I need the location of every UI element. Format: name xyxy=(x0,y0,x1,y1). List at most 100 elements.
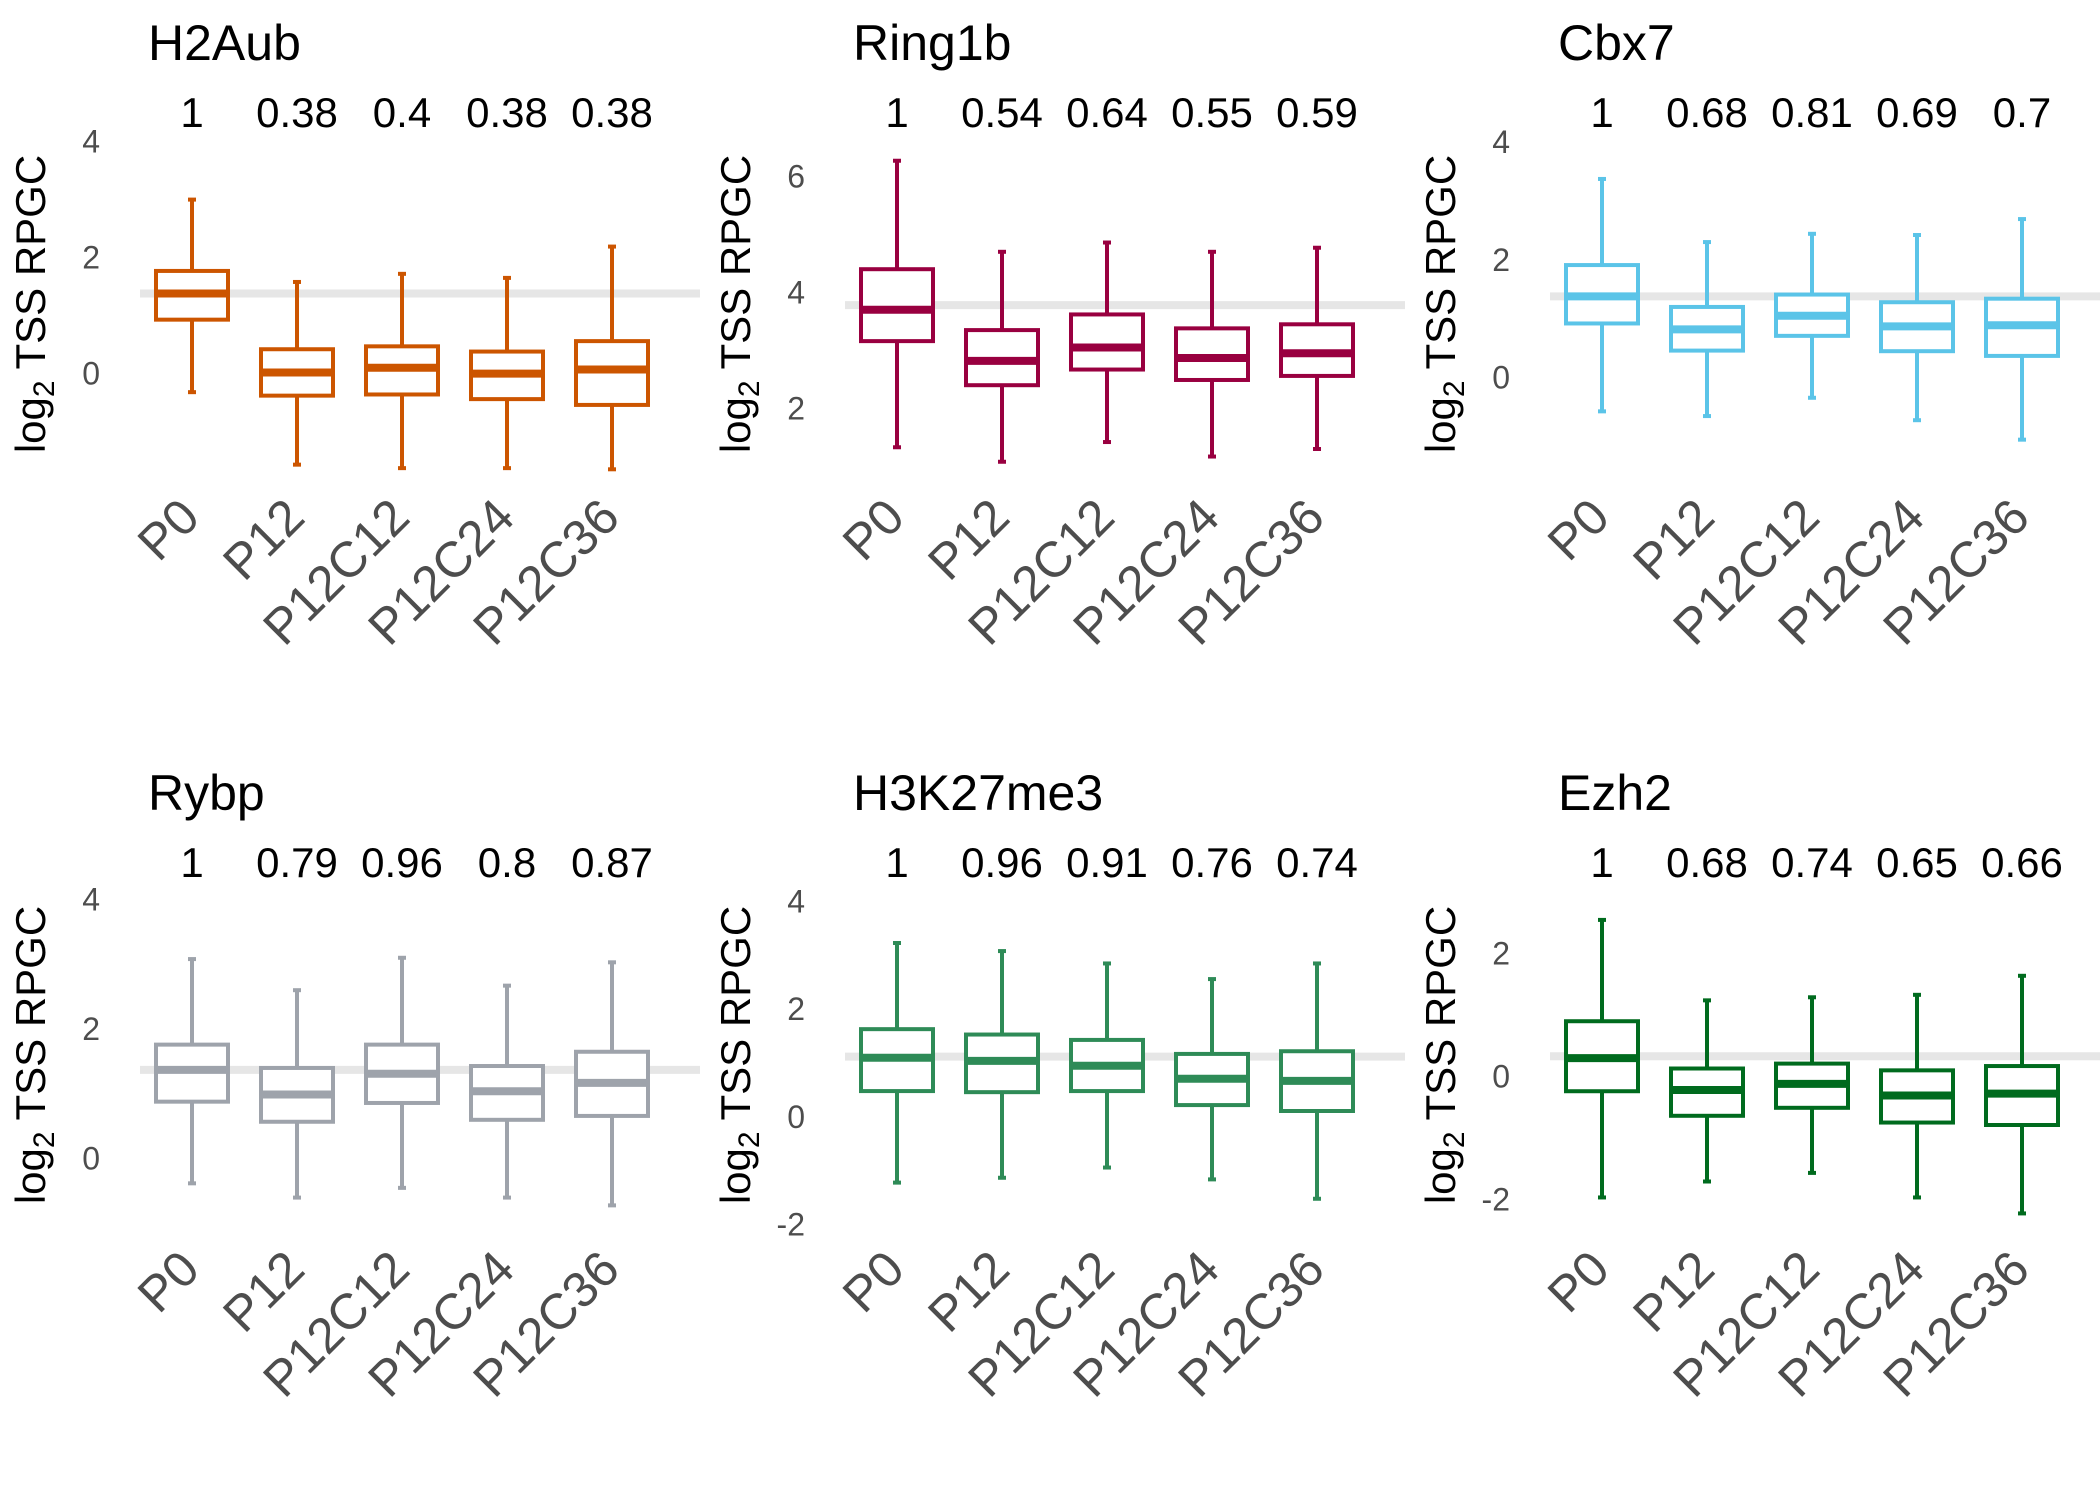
y-tick-label: 6 xyxy=(787,158,805,194)
box-p12 xyxy=(1669,998,1745,1184)
box-p0 xyxy=(1564,176,1640,414)
y-tick-label: 2 xyxy=(1492,242,1510,278)
iqr-box xyxy=(1069,312,1145,372)
box-p12c24 xyxy=(1174,977,1250,1182)
box-p0 xyxy=(154,197,230,395)
y-axis-label-suffix: TSS RPGC xyxy=(1417,155,1464,381)
y-axis-label-suffix: TSS RPGC xyxy=(7,155,54,381)
y-tick-label: 4 xyxy=(82,124,100,160)
y-tick-label: 0 xyxy=(1492,360,1510,396)
box-p12 xyxy=(259,988,335,1200)
y-axis-label-prefix: log xyxy=(7,1148,54,1204)
ratio-label: 1 xyxy=(885,839,908,886)
ratio-label: 0.7 xyxy=(1993,89,2051,136)
y-tick-label: -2 xyxy=(777,1207,805,1243)
box-p12c36 xyxy=(1279,961,1355,1201)
y-axis-label: log2 TSS RPGC xyxy=(712,155,766,453)
ratio-label: 0.96 xyxy=(961,839,1043,886)
box-p12c24 xyxy=(1174,249,1250,459)
y-axis-label-subscript: 2 xyxy=(1438,380,1471,397)
y-axis-label-prefix: log xyxy=(7,397,54,453)
ratio-label: 0.64 xyxy=(1066,89,1148,136)
ratio-label: 0.38 xyxy=(256,89,338,136)
y-axis-label-suffix: TSS RPGC xyxy=(712,155,759,381)
y-axis-label-suffix: TSS RPGC xyxy=(7,906,54,1132)
y-tick-label: 4 xyxy=(787,274,805,310)
x-tick-label: P0 xyxy=(1537,488,1620,571)
ratio-label: 0.38 xyxy=(571,89,653,136)
ratio-label: 0.65 xyxy=(1876,839,1958,886)
box-p12c12 xyxy=(1774,231,1850,400)
y-axis-label-suffix: TSS RPGC xyxy=(712,906,759,1132)
box-p0 xyxy=(859,158,935,450)
box-p12c24 xyxy=(469,983,545,1200)
ratio-label: 1 xyxy=(1590,839,1613,886)
box-p12 xyxy=(964,949,1040,1180)
panel-title: Ring1b xyxy=(853,15,1011,71)
x-tick-label: P0 xyxy=(1537,1240,1620,1323)
box-p12c36 xyxy=(1984,973,2060,1216)
box-p0 xyxy=(859,941,935,1185)
panel-title: Ezh2 xyxy=(1558,765,1672,821)
y-axis-label: log2 TSS RPGC xyxy=(1417,906,1471,1204)
box-p0 xyxy=(154,957,230,1186)
ratio-label: 0.96 xyxy=(361,839,443,886)
ratio-label: 0.76 xyxy=(1171,839,1253,886)
ratio-label: 0.4 xyxy=(373,89,431,136)
box-p12c36 xyxy=(1279,245,1355,451)
ratio-label: 0.66 xyxy=(1981,839,2063,886)
ratio-label: 1 xyxy=(885,89,908,136)
y-tick-label: 2 xyxy=(82,1011,100,1047)
y-tick-label: 0 xyxy=(82,1141,100,1177)
box-p12c36 xyxy=(574,244,650,472)
y-tick-label: 0 xyxy=(82,356,100,392)
ratio-label: 0.68 xyxy=(1666,839,1748,886)
y-axis-label: log2 TSS RPGC xyxy=(7,906,61,1204)
y-axis-label: log2 TSS RPGC xyxy=(712,906,766,1204)
x-tick-label: P0 xyxy=(832,488,915,571)
y-tick-label: 4 xyxy=(82,881,100,917)
ratio-label: 0.68 xyxy=(1666,89,1748,136)
y-axis-label-subscript: 2 xyxy=(733,380,766,397)
ratio-label: 0.74 xyxy=(1276,839,1358,886)
box-p12c12 xyxy=(1069,240,1145,445)
y-axis-label-subscript: 2 xyxy=(28,1131,61,1148)
ratio-label: 0.55 xyxy=(1171,89,1253,136)
y-axis-label-subscript: 2 xyxy=(1438,1131,1471,1148)
iqr-box xyxy=(859,267,935,344)
box-p12c36 xyxy=(1984,217,2060,442)
box-p12 xyxy=(259,279,335,467)
box-p12 xyxy=(964,249,1040,464)
box-p12c24 xyxy=(1879,232,1955,423)
y-tick-label: 2 xyxy=(787,390,805,426)
y-axis-label-suffix: TSS RPGC xyxy=(1417,906,1464,1132)
y-tick-label: -2 xyxy=(1482,1181,1510,1217)
ratio-label: 0.91 xyxy=(1066,839,1148,886)
box-p0 xyxy=(1564,917,1640,1200)
y-axis-label-prefix: log xyxy=(712,397,759,453)
box-p12c12 xyxy=(364,955,440,1190)
panel-title: Cbx7 xyxy=(1558,15,1675,71)
y-axis-label-prefix: log xyxy=(712,1148,759,1204)
ratio-label: 0.54 xyxy=(961,89,1043,136)
ratio-label: 0.87 xyxy=(571,839,653,886)
panel-title: Rybp xyxy=(148,765,265,821)
box-p12 xyxy=(1669,240,1745,419)
box-p12c24 xyxy=(1879,992,1955,1200)
box-p12c24 xyxy=(469,275,545,471)
y-axis-label-prefix: log xyxy=(1417,1148,1464,1204)
y-axis-label: log2 TSS RPGC xyxy=(7,155,61,453)
box-p12c12 xyxy=(364,271,440,471)
box-p12c12 xyxy=(1774,995,1850,1175)
ratio-label: 0.69 xyxy=(1876,89,1958,136)
y-axis-label-subscript: 2 xyxy=(28,380,61,397)
y-tick-label: 2 xyxy=(787,991,805,1027)
ratio-label: 0.74 xyxy=(1771,839,1853,886)
